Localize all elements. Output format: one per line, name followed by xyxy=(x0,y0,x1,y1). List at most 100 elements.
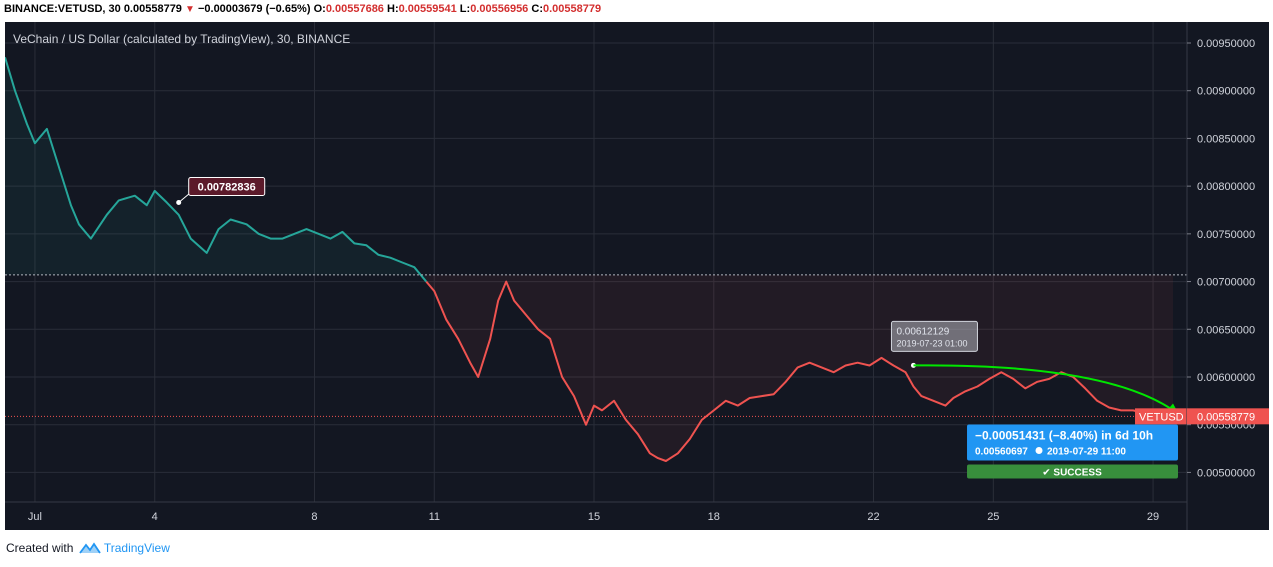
high-value: 0.00559541 xyxy=(398,3,457,15)
data-point xyxy=(178,214,180,216)
last-price-tag-text: 0.00558779 xyxy=(1197,411,1255,423)
change-down-arrow-icon: ▼ xyxy=(185,4,195,15)
data-point xyxy=(713,410,715,412)
data-point xyxy=(989,378,991,380)
price-series xyxy=(4,57,1174,462)
data-point xyxy=(869,365,871,367)
data-point xyxy=(414,266,416,268)
y-tick-label: 0.00900000 xyxy=(1197,86,1255,98)
success-text: ✔ SUCCESS xyxy=(1042,467,1102,478)
data-point xyxy=(625,419,627,421)
data-point xyxy=(1048,378,1050,380)
data-point xyxy=(945,405,947,407)
data-point xyxy=(166,202,168,204)
success-badge xyxy=(967,464,1179,479)
x-tick-label: 22 xyxy=(867,511,879,523)
last-price: 0.00558779 xyxy=(123,3,182,15)
data-point xyxy=(433,290,435,292)
data-point xyxy=(965,391,967,393)
data-point xyxy=(505,281,507,283)
price-chart[interactable]: VeChain / US Dollar (calculated by Tradi… xyxy=(4,22,1269,530)
up-area-fill xyxy=(5,57,427,282)
tradingview-brand[interactable]: TradingView xyxy=(103,541,170,555)
data-point xyxy=(773,393,775,395)
data-point xyxy=(905,371,907,373)
data-point xyxy=(1120,410,1122,412)
data-point xyxy=(585,424,587,426)
data-point xyxy=(893,365,895,367)
tradingview-logo-icon xyxy=(78,541,101,558)
data-point xyxy=(677,453,679,455)
data-point xyxy=(1001,371,1003,373)
data-point xyxy=(725,400,727,402)
measure-box xyxy=(967,424,1179,461)
data-point xyxy=(390,257,392,259)
data-point xyxy=(537,328,539,330)
data-point xyxy=(525,314,527,316)
data-point xyxy=(489,338,491,340)
symbol-tag-text: VETUSD xyxy=(1139,411,1184,423)
data-point xyxy=(14,90,16,92)
data-point xyxy=(366,245,368,247)
symbol-info-bar: BINANCE:VETUSD, 30 0.00558779 ▼ −0.00003… xyxy=(0,0,1273,20)
open-value: 0.00557686 xyxy=(325,3,384,15)
data-point xyxy=(561,376,563,378)
x-tick-label: 11 xyxy=(429,511,440,523)
data-point xyxy=(282,238,284,240)
data-point xyxy=(270,238,272,240)
data-point xyxy=(402,262,404,264)
y-tick-label: 0.00850000 xyxy=(1197,133,1255,145)
data-point xyxy=(497,300,499,302)
data-point xyxy=(953,397,955,399)
data-point xyxy=(921,395,923,397)
data-point xyxy=(1132,410,1134,412)
data-point xyxy=(354,243,356,245)
data-point xyxy=(933,400,935,402)
data-point xyxy=(613,400,615,402)
data-point xyxy=(230,219,232,221)
callout-text: 0.00782836 xyxy=(198,182,256,194)
symbol-tag xyxy=(1135,408,1187,425)
close-value: 0.00558779 xyxy=(542,3,602,15)
data-point xyxy=(330,238,332,240)
x-axis[interactable]: Jul 4 8 11 15 18 22 25 29 xyxy=(28,511,1159,523)
data-point xyxy=(913,386,915,388)
high-label: H: xyxy=(387,3,399,15)
callout-box xyxy=(188,177,266,197)
series-line-down xyxy=(425,280,1174,462)
data-point xyxy=(46,128,48,130)
measure-change-text: −0.00051431 (−8.40%) in 6d 10h xyxy=(975,428,1153,442)
y-tick-label: 0.00650000 xyxy=(1197,324,1255,336)
data-point xyxy=(154,190,156,192)
close-label: C: xyxy=(531,3,543,15)
overlays xyxy=(5,177,1187,479)
data-point xyxy=(797,367,799,369)
chart-title: VeChain / US Dollar (calculated by Tradi… xyxy=(13,32,350,46)
data-point xyxy=(513,300,515,302)
data-point xyxy=(1108,407,1110,409)
clock-icon xyxy=(1035,446,1043,454)
data-point xyxy=(833,371,835,373)
data-point xyxy=(206,252,208,254)
data-point xyxy=(218,228,220,230)
data-point xyxy=(78,224,80,226)
hover-value-text: 0.00612129 xyxy=(896,326,949,337)
data-point xyxy=(34,142,36,144)
data-point xyxy=(378,254,380,256)
data-point xyxy=(1036,381,1038,383)
measure-arrow-line xyxy=(913,364,1180,416)
data-point xyxy=(118,200,120,202)
data-point xyxy=(246,224,248,226)
data-point xyxy=(573,395,575,397)
y-tick-label: 0.00750000 xyxy=(1197,229,1255,241)
measure-date-text: 2019-07-29 11:00 xyxy=(1047,446,1126,457)
price-change: −0.00003679 (−0.65%) xyxy=(197,3,311,15)
x-tick-label: 29 xyxy=(1147,511,1159,523)
data-point xyxy=(425,281,427,283)
y-axis[interactable]: 0.00950000 0.00900000 0.00850000 0.00800000… xyxy=(1187,38,1269,479)
data-point xyxy=(190,238,192,240)
hover-box xyxy=(890,320,978,352)
chart-container[interactable]: VeChain / US Dollar (calculated by Tradi… xyxy=(4,22,1269,530)
data-point xyxy=(785,381,787,383)
